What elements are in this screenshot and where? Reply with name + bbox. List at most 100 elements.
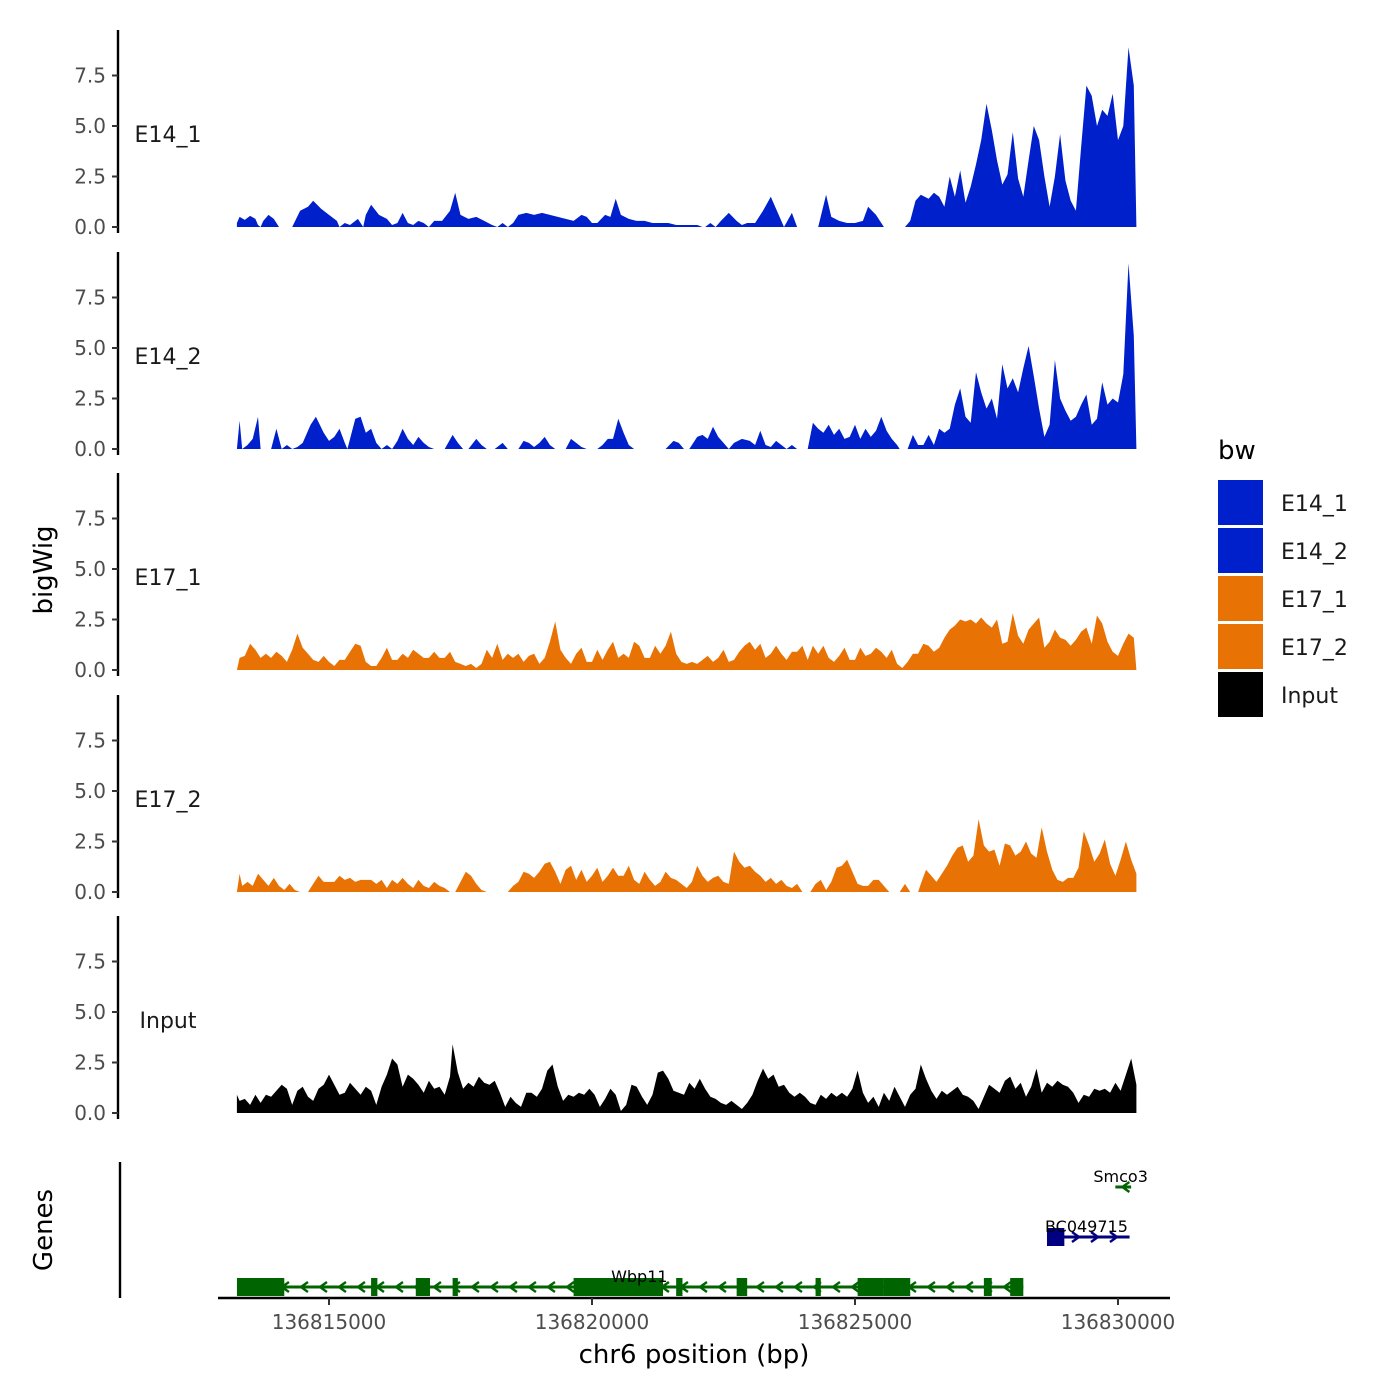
y-axis-title: bigWig xyxy=(29,525,59,614)
legend-label: E14_2 xyxy=(1281,540,1348,565)
y-tick-label: 5.0 xyxy=(74,779,106,803)
y-tick-label: 2.5 xyxy=(74,830,106,854)
signal-panels: 0.0 2.5 5.0 7.5 E14_1 0.0 2.5 5.0 7.5 E14_2 0.0 2.5… xyxy=(74,30,1137,1125)
y-tick-label: 2.5 xyxy=(74,387,106,411)
y-tick-label: 2.5 xyxy=(74,1051,106,1075)
exon xyxy=(236,1278,285,1296)
y-tick-label: 5.0 xyxy=(74,336,106,360)
y-tick-label: 5.0 xyxy=(74,114,106,138)
exon xyxy=(415,1278,430,1296)
exon xyxy=(736,1278,748,1296)
strand-chevron xyxy=(355,1281,366,1293)
gene-tracks: Wbp11 BC049715 Smco3 xyxy=(236,1167,1148,1296)
exon xyxy=(883,1278,911,1296)
strand-chevron xyxy=(317,1281,328,1293)
exon xyxy=(857,1278,884,1296)
x-tick-label: 136825000 xyxy=(798,1310,913,1334)
strand-chevron xyxy=(393,1281,404,1293)
y-tick-label: 7.5 xyxy=(74,729,106,753)
gene-smco3: Smco3 xyxy=(1093,1167,1148,1193)
panel-e17-2: 0.0 2.5 5.0 7.5 E17_2 xyxy=(74,695,1137,904)
legend-label: Input xyxy=(1281,684,1338,709)
strand-chevron xyxy=(773,1281,784,1293)
strand-chevron xyxy=(298,1281,309,1293)
panel-label: E17_2 xyxy=(135,788,202,813)
y-tick-label: 5.0 xyxy=(74,557,106,581)
y-tick-label: 0.0 xyxy=(74,215,106,239)
strand-chevron xyxy=(849,1281,860,1293)
exon xyxy=(1046,1228,1065,1246)
strand-chevron xyxy=(1109,1231,1120,1243)
legend-entries: E14_1 E14_2 E17_1 E17_2 Input xyxy=(1218,480,1348,717)
gene-label: BC049715 xyxy=(1045,1217,1128,1236)
x-axis: 136815000 136820000 136825000 136830000 chr… xyxy=(218,1296,1176,1370)
x-ticks: 136815000 136820000 136825000 136830000 xyxy=(272,1298,1176,1334)
strand-chevron xyxy=(1071,1231,1082,1243)
panel-label: Input xyxy=(140,1009,197,1034)
y-tick-label: 7.5 xyxy=(74,286,106,310)
strand-chevron xyxy=(336,1281,347,1293)
x-axis-title: chr6 position (bp) xyxy=(579,1340,810,1370)
legend-swatch xyxy=(1218,480,1263,525)
y-tick-label: 7.5 xyxy=(74,64,106,88)
exon xyxy=(1010,1278,1024,1296)
strand-chevron xyxy=(507,1281,518,1293)
panel-label: E14_1 xyxy=(135,123,202,148)
area-E17_2 xyxy=(236,819,1137,892)
exon xyxy=(371,1278,378,1296)
y-tick-label: 0.0 xyxy=(74,658,106,682)
strand-chevron xyxy=(564,1281,575,1293)
gene-bc049715: BC049715 xyxy=(1045,1217,1130,1246)
legend-swatch xyxy=(1218,576,1263,621)
area-E14_1 xyxy=(236,47,1137,228)
panel-e14-1: 0.0 2.5 5.0 7.5 E14_1 xyxy=(74,30,1137,239)
y-tick-label: 0.0 xyxy=(74,880,106,904)
legend-swatch xyxy=(1218,624,1263,669)
exon xyxy=(676,1278,683,1296)
strand-chevron xyxy=(792,1281,803,1293)
strand-chevron xyxy=(526,1281,537,1293)
legend-swatch xyxy=(1218,528,1263,573)
y-tick-label: 7.5 xyxy=(74,950,106,974)
strand-chevron xyxy=(925,1281,936,1293)
strand-chevron xyxy=(545,1281,556,1293)
legend-swatch xyxy=(1218,672,1263,717)
area-E17_1 xyxy=(236,613,1137,670)
y-tick-label: 2.5 xyxy=(74,608,106,632)
exon xyxy=(573,1278,664,1296)
x-tick-label: 136815000 xyxy=(272,1310,387,1334)
gene-wbp11: Wbp11 xyxy=(236,1267,1024,1296)
legend-label: E17_1 xyxy=(1281,588,1348,613)
y-tick-label: 2.5 xyxy=(74,165,106,189)
legend-entry: E17_1 xyxy=(1218,576,1348,621)
genes-panel: Genes Wbp11 BC049715 Smco3 xyxy=(29,1162,1148,1298)
legend-label: E14_1 xyxy=(1281,492,1348,517)
x-tick-label: 136830000 xyxy=(1061,1310,1176,1334)
y-tick-label: 0.0 xyxy=(74,437,106,461)
strand-chevron xyxy=(1090,1231,1101,1243)
strand-chevron xyxy=(944,1281,955,1293)
area-Input xyxy=(236,1044,1137,1113)
strand-chevron xyxy=(697,1281,708,1293)
panel-e17-1: 0.0 2.5 5.0 7.5 E17_1 xyxy=(74,473,1137,682)
exon xyxy=(983,1278,992,1296)
strand-chevron xyxy=(1001,1281,1012,1293)
area-E14_2 xyxy=(236,263,1137,449)
panel-label: E17_1 xyxy=(135,566,202,591)
legend-entry: E14_1 xyxy=(1218,480,1348,525)
panel-input: 0.0 2.5 5.0 7.5 Input xyxy=(74,916,1137,1125)
strand-chevron xyxy=(1120,1181,1131,1193)
y-tick-label: 0.0 xyxy=(74,1101,106,1125)
exon xyxy=(815,1278,821,1296)
strand-chevron xyxy=(830,1281,841,1293)
legend: bw E14_1 E14_2 E17_1 E17_2 Input xyxy=(1218,436,1348,717)
y-tick-label: 5.0 xyxy=(74,1000,106,1024)
strand-chevron xyxy=(716,1281,727,1293)
strand-chevron xyxy=(469,1281,480,1293)
legend-entry: E14_2 xyxy=(1218,528,1348,573)
panel-label: E14_2 xyxy=(135,345,202,370)
panel-e14-2: 0.0 2.5 5.0 7.5 E14_2 xyxy=(74,252,1137,461)
legend-label: E17_2 xyxy=(1281,636,1348,661)
legend-title: bw xyxy=(1218,436,1256,466)
